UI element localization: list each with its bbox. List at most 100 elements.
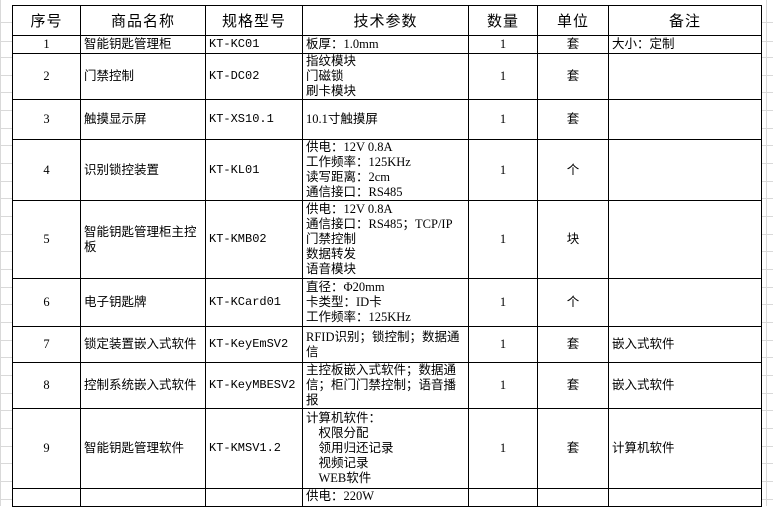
cell-model[interactable]: KT-KMB02 [205, 200, 303, 279]
cell-spec[interactable]: 供电：12V 0.8A 通信接口：RS485；TCP/IP 门禁控制 数据转发 … [302, 200, 469, 279]
cell-remark[interactable]: 嵌入式软件 [608, 326, 762, 363]
cell-model[interactable]: KT-KL01 [205, 139, 303, 201]
cell-unit[interactable]: 个 [537, 278, 609, 327]
cell-text: 供电：12V 0.8A 通信接口：RS485；TCP/IP 门禁控制 数据转发 … [306, 202, 453, 276]
cell-remark[interactable]: 嵌入式软件 [608, 362, 762, 409]
cell-seq[interactable] [12, 488, 81, 507]
cell-spec[interactable]: 供电：220W [302, 488, 469, 507]
cell-model[interactable]: KT-KC01 [205, 35, 303, 54]
cell-unit[interactable]: 套 [537, 326, 609, 363]
cell-spec[interactable]: 板厚：1.0mm [302, 35, 469, 54]
cell-name[interactable]: 门禁控制 [80, 53, 206, 100]
cell-unit[interactable]: 个 [537, 139, 609, 201]
cell-remark[interactable] [608, 200, 762, 279]
cell-text: 1 [43, 37, 50, 51]
cell-unit[interactable]: 套 [537, 362, 609, 409]
cell-model[interactable]: KT-KeyEmSV2 [205, 326, 303, 363]
table-row[interactable]: 1 智能钥匙管理柜 KT-KC01 板厚：1.0mm 1 套 大小：定制 [12, 35, 762, 54]
cell-text: 触摸显示屏 [84, 112, 147, 126]
cell-name[interactable]: 智能钥匙管理柜主控板 [80, 200, 206, 279]
cell-model[interactable]: KT-KCard01 [205, 278, 303, 327]
cell-spec[interactable]: 供电：12V 0.8A 工作频率：125KHz 读写距离：2cm 通信接口：RS… [302, 139, 469, 201]
cell-unit[interactable]: 块 [537, 200, 609, 279]
cell-text: 门禁控制 [84, 69, 135, 83]
cell-qty[interactable]: 1 [468, 362, 538, 409]
cell-name[interactable]: 触摸显示屏 [80, 99, 206, 140]
cell-text: 块 [566, 232, 580, 246]
table-row[interactable]: 3 触摸显示屏 KT-XS10.1 10.1寸触摸屏 1 套 [12, 99, 762, 140]
cell-seq[interactable]: 8 [12, 362, 81, 409]
cell-remark[interactable] [608, 278, 762, 327]
cell-name[interactable]: 锁定装置嵌入式软件 [80, 326, 206, 363]
cell-model[interactable]: KT-KMSV1.2 [205, 408, 303, 489]
cell-seq[interactable]: 9 [12, 408, 81, 489]
cell-qty[interactable]: 1 [468, 326, 538, 363]
cell-seq[interactable]: 6 [12, 278, 81, 327]
table-row[interactable]: 6 电子钥匙牌 KT-KCard01 直径：Φ20mm 卡类型：ID卡 工作频率：12… [12, 278, 762, 327]
cell-remark[interactable] [608, 139, 762, 201]
cell-spec[interactable]: 指纹模块 门磁锁 刷卡模块 [302, 53, 469, 100]
cell-text: KT-KL01 [209, 162, 260, 177]
cell-text: 智能钥匙管理柜 [84, 37, 172, 51]
cell-qty[interactable]: 1 [468, 408, 538, 489]
cell-seq[interactable]: 4 [12, 139, 81, 201]
cell-name[interactable]: 智能钥匙管理柜 [80, 35, 206, 54]
table-row[interactable]: 2 门禁控制 KT-DC02 指纹模块 门磁锁 刷卡模块 1 套 [12, 53, 762, 100]
cell-qty[interactable] [468, 488, 538, 507]
cell-text: 板厚：1.0mm [306, 37, 379, 51]
cell-text: 套 [566, 112, 580, 126]
table-row[interactable]: 供电：220W [12, 488, 762, 507]
cell-model[interactable]: KT-DC02 [205, 53, 303, 100]
cell-spec[interactable]: 主控板嵌入式软件；数据通信；柜门门禁控制；语音播报 [302, 362, 469, 409]
table-row[interactable]: 5 智能钥匙管理柜主控板 KT-KMB02 供电：12V 0.8A 通信接口：RS48… [12, 200, 762, 279]
column-header-unit: 单位 [537, 5, 609, 36]
cell-unit[interactable]: 套 [537, 53, 609, 100]
cell-name[interactable]: 控制系统嵌入式软件 [80, 362, 206, 409]
column-header-name: 商品名称 [80, 5, 206, 36]
cell-spec[interactable]: RFID识别；锁控制；数据通信 [302, 326, 469, 363]
cell-qty[interactable]: 1 [468, 35, 538, 54]
table-row[interactable]: 9 智能钥匙管理软件 KT-KMSV1.2 计算机软件： 权限分配 领用归还记录 视频… [12, 408, 762, 489]
table-row[interactable]: 8 控制系统嵌入式软件 KT-KeyMBESV2 主控板嵌入式软件；数据通信；柜门门禁… [12, 362, 762, 409]
cell-model[interactable]: KT-KeyMBESV2 [205, 362, 303, 409]
cell-unit[interactable] [537, 488, 609, 507]
cell-seq[interactable]: 2 [12, 53, 81, 100]
table-row[interactable]: 7 锁定装置嵌入式软件 KT-KeyEmSV2 RFID识别；锁控制；数据通信 1 套 嵌入… [12, 326, 762, 363]
table-row[interactable]: 4 识别锁控装置 KT-KL01 供电：12V 0.8A 工作频率：125KHz 读写… [12, 139, 762, 201]
cell-remark[interactable] [608, 488, 762, 507]
cell-remark[interactable]: 计算机软件 [608, 408, 762, 489]
cell-model[interactable] [205, 488, 303, 507]
cell-qty[interactable]: 1 [468, 139, 538, 201]
cell-text: 1 [499, 441, 507, 455]
cell-text: 1 [499, 232, 507, 246]
cell-seq[interactable]: 5 [12, 200, 81, 279]
cell-text: 电子钥匙牌 [84, 295, 147, 309]
cell-text: 1 [499, 37, 507, 51]
cell-seq[interactable]: 3 [12, 99, 81, 140]
cell-qty[interactable]: 1 [468, 278, 538, 327]
cell-remark[interactable] [608, 53, 762, 100]
cell-text: 7 [43, 337, 50, 351]
cell-spec[interactable]: 计算机软件： 权限分配 领用归还记录 视频记录 WEB软件 [302, 408, 469, 489]
cell-text: KT-KMSV1.2 [209, 441, 282, 455]
cell-text: 套 [566, 337, 580, 351]
cell-model[interactable]: KT-XS10.1 [205, 99, 303, 140]
cell-text: 个 [566, 295, 580, 309]
cell-qty[interactable]: 1 [468, 53, 538, 100]
cell-seq[interactable]: 7 [12, 326, 81, 363]
cell-seq[interactable]: 1 [12, 35, 81, 54]
cell-remark[interactable]: 大小：定制 [608, 35, 762, 54]
cell-unit[interactable]: 套 [537, 99, 609, 140]
cell-name[interactable]: 电子钥匙牌 [80, 278, 206, 327]
cell-unit[interactable]: 套 [537, 35, 609, 54]
cell-qty[interactable]: 1 [468, 200, 538, 279]
cell-qty[interactable]: 1 [468, 99, 538, 140]
cell-text: 智能钥匙管理柜主控板 [84, 224, 197, 254]
cell-name[interactable]: 智能钥匙管理软件 [80, 408, 206, 489]
cell-name[interactable] [80, 488, 206, 507]
cell-spec[interactable]: 直径：Φ20mm 卡类型：ID卡 工作频率：125KHz [302, 278, 469, 327]
cell-name[interactable]: 识别锁控装置 [80, 139, 206, 201]
cell-unit[interactable]: 套 [537, 408, 609, 489]
cell-remark[interactable] [608, 99, 762, 140]
cell-spec[interactable]: 10.1寸触摸屏 [302, 99, 469, 140]
